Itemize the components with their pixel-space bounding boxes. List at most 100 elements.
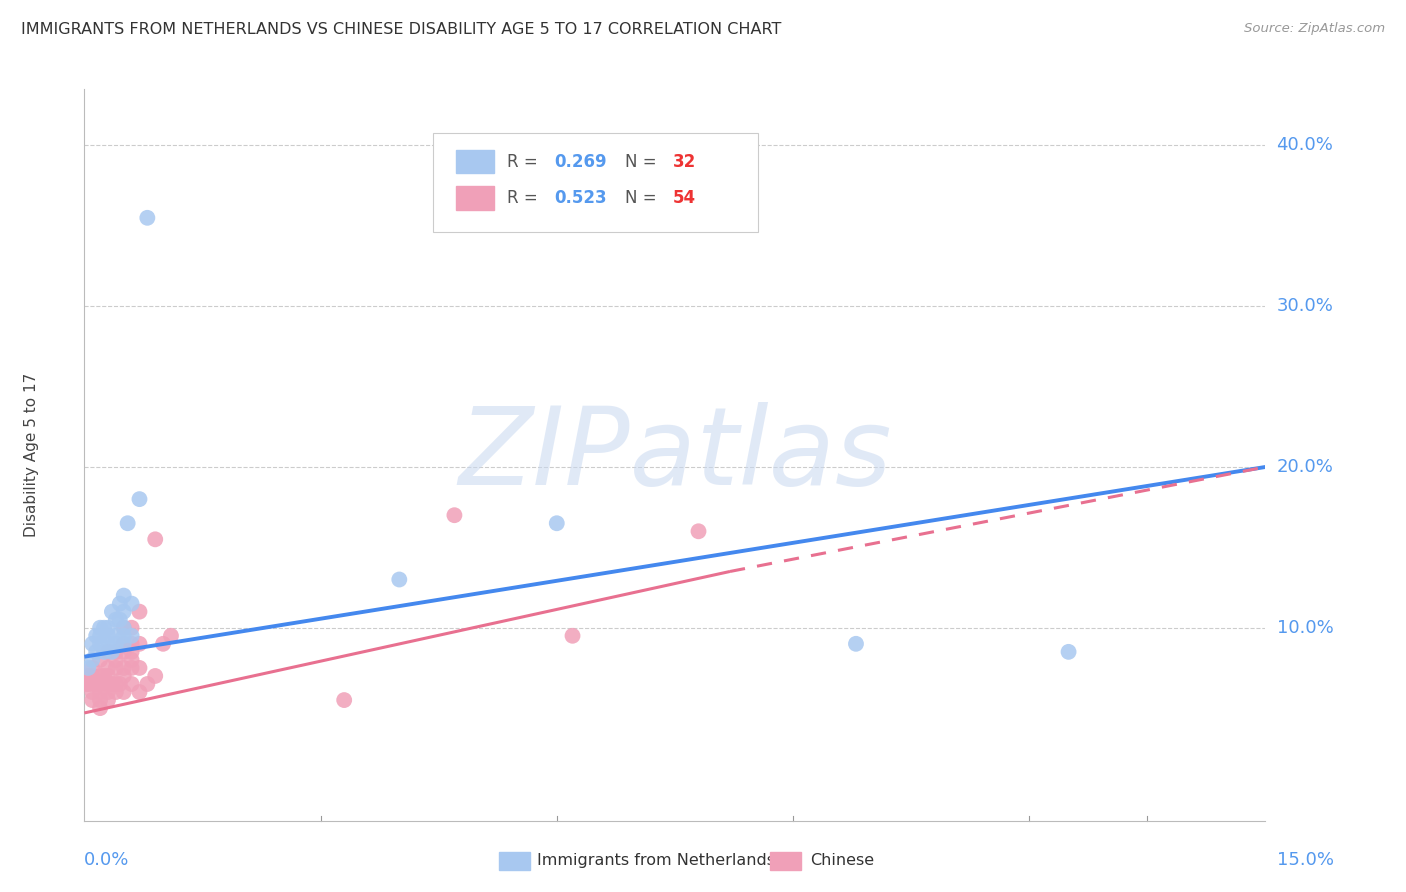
- Point: [82, 637, 104, 651]
- Point: [97, 685, 120, 699]
- Point: [97, 693, 120, 707]
- Point: [82, 693, 104, 707]
- Point: [84, 677, 107, 691]
- Point: [89, 701, 111, 715]
- Point: [128, 685, 150, 699]
- Point: [82, 669, 104, 683]
- Point: [89, 677, 111, 691]
- Point: [89, 621, 111, 635]
- Point: [443, 508, 465, 523]
- FancyBboxPatch shape: [457, 186, 494, 210]
- Point: [112, 621, 135, 635]
- Point: [82, 677, 104, 691]
- Point: [108, 597, 131, 611]
- Text: 54: 54: [672, 189, 696, 207]
- Point: [845, 637, 868, 651]
- Point: [84, 629, 107, 643]
- Point: [82, 661, 104, 675]
- Point: [121, 637, 143, 651]
- Text: 0.269: 0.269: [554, 153, 607, 170]
- Point: [112, 661, 135, 675]
- Point: [77, 677, 100, 691]
- Point: [108, 677, 131, 691]
- Point: [97, 661, 120, 675]
- Point: [89, 693, 111, 707]
- Point: [143, 533, 166, 547]
- Point: [77, 661, 100, 675]
- Point: [136, 677, 159, 691]
- Text: N =: N =: [626, 153, 662, 170]
- Point: [112, 621, 135, 635]
- Point: [104, 661, 127, 675]
- Point: [97, 629, 120, 643]
- Point: [333, 693, 356, 707]
- Text: ZIPatlas: ZIPatlas: [458, 402, 891, 508]
- Point: [128, 661, 150, 675]
- Point: [128, 637, 150, 651]
- Point: [97, 669, 120, 683]
- Point: [101, 605, 124, 619]
- FancyBboxPatch shape: [433, 133, 758, 232]
- Point: [89, 629, 111, 643]
- Text: Source: ZipAtlas.com: Source: ZipAtlas.com: [1244, 22, 1385, 36]
- Point: [561, 629, 583, 643]
- Point: [121, 653, 143, 667]
- Point: [82, 685, 104, 699]
- Point: [84, 645, 107, 659]
- Text: Disability Age 5 to 17: Disability Age 5 to 17: [24, 373, 39, 537]
- Point: [160, 629, 183, 643]
- Text: 40.0%: 40.0%: [1277, 136, 1333, 154]
- Point: [112, 645, 135, 659]
- Point: [104, 685, 127, 699]
- Point: [121, 629, 143, 643]
- Point: [112, 685, 135, 699]
- Text: 0.523: 0.523: [554, 189, 607, 207]
- Point: [97, 677, 120, 691]
- Point: [546, 516, 568, 531]
- Text: 15.0%: 15.0%: [1277, 851, 1333, 869]
- Point: [101, 645, 124, 659]
- Point: [128, 492, 150, 507]
- Text: N =: N =: [626, 189, 662, 207]
- Point: [112, 605, 135, 619]
- Text: 10.0%: 10.0%: [1277, 619, 1333, 637]
- Point: [112, 637, 135, 651]
- Text: Chinese: Chinese: [810, 854, 875, 868]
- Point: [121, 645, 143, 659]
- Point: [108, 613, 131, 627]
- Point: [104, 653, 127, 667]
- Point: [76, 677, 98, 691]
- Point: [121, 661, 143, 675]
- Text: Immigrants from Netherlands: Immigrants from Netherlands: [537, 854, 775, 868]
- Text: R =: R =: [508, 189, 543, 207]
- Text: 20.0%: 20.0%: [1277, 458, 1333, 476]
- Point: [112, 589, 135, 603]
- Point: [104, 613, 127, 627]
- Point: [112, 669, 135, 683]
- Text: 32: 32: [672, 153, 696, 170]
- Point: [136, 211, 159, 225]
- Text: IMMIGRANTS FROM NETHERLANDS VS CHINESE DISABILITY AGE 5 TO 17 CORRELATION CHART: IMMIGRANTS FROM NETHERLANDS VS CHINESE D…: [21, 22, 782, 37]
- Point: [104, 637, 127, 651]
- Point: [117, 516, 139, 531]
- Point: [104, 629, 127, 643]
- Point: [77, 669, 100, 683]
- Point: [93, 669, 115, 683]
- Point: [104, 677, 127, 691]
- Point: [101, 677, 124, 691]
- Point: [121, 677, 143, 691]
- Point: [121, 621, 143, 635]
- Point: [97, 621, 120, 635]
- Text: 30.0%: 30.0%: [1277, 297, 1333, 315]
- Point: [89, 653, 111, 667]
- Point: [93, 645, 115, 659]
- Point: [93, 621, 115, 635]
- Point: [89, 685, 111, 699]
- Point: [89, 637, 111, 651]
- Point: [97, 645, 120, 659]
- Point: [112, 629, 135, 643]
- FancyBboxPatch shape: [457, 150, 494, 173]
- Point: [388, 573, 411, 587]
- Point: [1057, 645, 1080, 659]
- Point: [104, 645, 127, 659]
